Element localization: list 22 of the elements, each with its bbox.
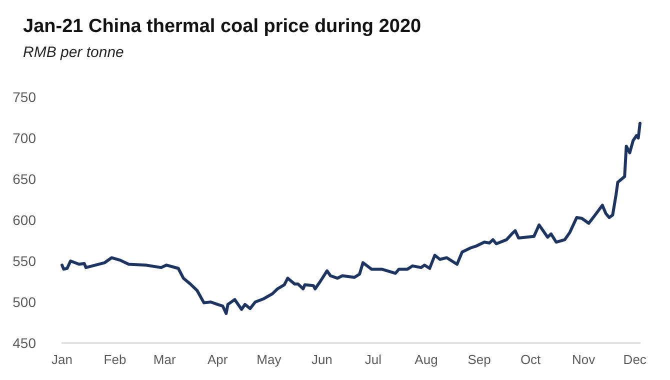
x-tick-label: Mar: [153, 352, 176, 367]
x-tick-label: Apr: [208, 352, 228, 367]
x-tick-label: Feb: [104, 352, 126, 367]
x-tick-label: Jul: [364, 352, 382, 367]
x-tick-label: Aug: [414, 352, 438, 367]
y-tick-label: 550: [12, 253, 36, 269]
x-tick-label: Jan: [52, 352, 72, 367]
chart-title: Jan-21 China thermal coal price during 2020: [23, 16, 422, 37]
x-tick-label: Nov: [572, 352, 596, 367]
line-series: [60, 122, 642, 315]
y-tick-label: 750: [12, 89, 36, 105]
x-tick-label: Dec: [623, 352, 647, 367]
y-tick-label: 500: [12, 294, 36, 310]
y-tick-label: 450: [12, 335, 36, 351]
x-tick-label: Oct: [520, 352, 542, 367]
y-tick-label: 700: [12, 130, 36, 146]
x-tick-label: May: [256, 352, 282, 367]
x-tick-label: Jun: [311, 352, 332, 367]
y-tick-label: 650: [12, 171, 36, 187]
y-tick-label: 600: [12, 212, 36, 228]
chart-subtitle: RMB per tonne: [23, 44, 124, 61]
x-tick-label: Sep: [468, 352, 491, 367]
